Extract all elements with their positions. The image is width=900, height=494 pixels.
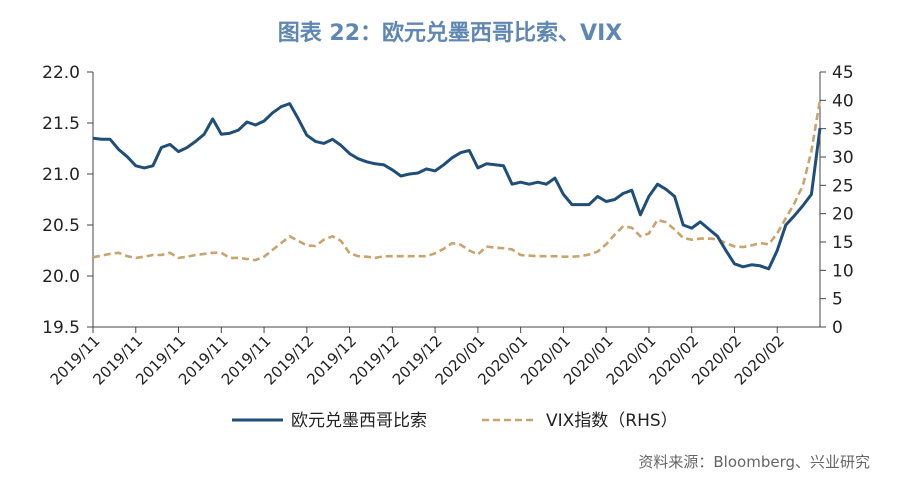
legend-item-eurmxn: 欧元兑墨西哥比索 (232, 411, 427, 431)
right-tick-label: 15 (832, 233, 854, 253)
legend-label-vix: VIX指数（RHS） (546, 411, 678, 431)
x-axis-ticks: 2019/112019/112019/112019/112019/112019/… (47, 327, 788, 389)
right-tick-label: 10 (832, 261, 854, 281)
left-tick-label: 21.0 (42, 165, 80, 185)
plot-area: 19.5 20.0 20.5 21.0 21.5 22.0 0 5 10 15 20 25 30 35 4… (42, 63, 854, 389)
left-tick-label: 20.5 (42, 216, 80, 236)
right-tick-label: 20 (832, 205, 854, 225)
legend-label-eurmxn: 欧元兑墨西哥比索 (291, 411, 427, 431)
series-line-eurmxn (92, 102, 822, 271)
left-tick-label: 20.0 (42, 267, 80, 287)
left-axis-ticks: 19.5 20.0 20.5 21.0 21.5 22.0 (42, 63, 93, 338)
right-tick-label: 0 (832, 318, 843, 338)
legend-item-vix: VIX指数（RHS） (482, 411, 678, 431)
right-tick-label: 45 (832, 63, 854, 83)
left-tick-label: 19.5 (42, 318, 80, 338)
series-lines (92, 99, 822, 271)
source-note: 资料来源：Bloomberg、兴业研究 (638, 453, 870, 471)
right-tick-label: 30 (832, 148, 854, 168)
left-tick-label: 22.0 (42, 63, 80, 83)
right-tick-label: 35 (832, 120, 854, 140)
legend: 欧元兑墨西哥比索 VIX指数（RHS） (232, 411, 678, 431)
left-tick-label: 21.5 (42, 114, 80, 134)
right-tick-label: 5 (832, 290, 843, 310)
chart-title: 图表 22：欧元兑墨西哥比索、VIX (278, 20, 622, 46)
series-line-vix (92, 99, 822, 262)
right-tick-label: 25 (832, 176, 854, 196)
right-axis-ticks: 0 5 10 15 20 25 30 35 40 45 (820, 63, 854, 338)
right-tick-label: 40 (832, 91, 854, 111)
